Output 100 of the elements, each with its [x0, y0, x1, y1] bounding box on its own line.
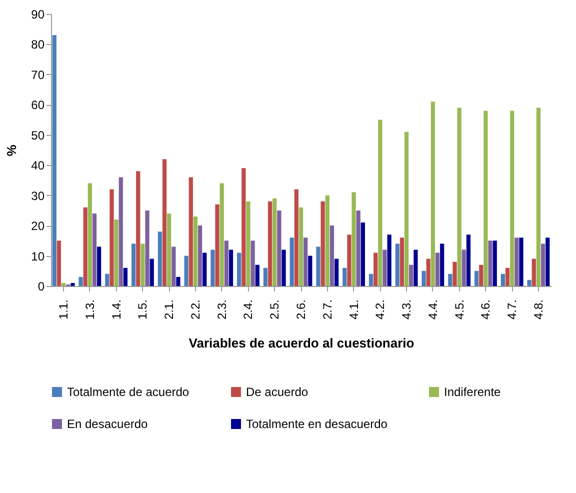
- bar: [360, 222, 365, 286]
- bar: [382, 250, 387, 286]
- bar: [167, 213, 172, 286]
- legend-label: De acuerdo: [246, 385, 308, 399]
- bar: [118, 177, 123, 286]
- bar: [532, 258, 536, 286]
- x-tick-label: 4.3.: [400, 300, 414, 320]
- bar: [193, 216, 198, 286]
- bar: [387, 234, 392, 286]
- bar: [440, 244, 444, 286]
- bar: [70, 282, 75, 286]
- x-tick-label: 1.3.: [82, 300, 97, 320]
- bar: [176, 276, 180, 286]
- y-tick-label: 30: [31, 188, 45, 203]
- bar: [298, 207, 304, 286]
- bar: [277, 210, 282, 286]
- bar: [316, 246, 320, 286]
- bar: [215, 204, 220, 286]
- bar: [162, 159, 167, 286]
- bar: [536, 108, 541, 286]
- bar: [426, 258, 430, 286]
- bar: [145, 210, 150, 286]
- bar: [368, 274, 374, 286]
- x-tick-label: 2.2.: [188, 300, 202, 320]
- bar: [435, 252, 440, 286]
- bar: [114, 220, 118, 286]
- x-tick-label: 4.1.: [346, 300, 361, 320]
- bar: [342, 268, 347, 286]
- x-tick-label: 2.3.: [214, 300, 229, 320]
- y-tick-label: 10: [31, 249, 45, 264]
- bar: [304, 238, 308, 286]
- x-tick-label: 2.5.: [268, 300, 282, 320]
- bar: [334, 258, 339, 286]
- bar: [97, 246, 102, 286]
- bar: [356, 210, 360, 286]
- bar: [466, 234, 471, 286]
- bar: [378, 120, 382, 286]
- bar: [505, 268, 510, 286]
- bar: [83, 207, 88, 286]
- x-tick-label: 4.7.: [505, 300, 520, 320]
- x-tick-label: 1.1.: [56, 300, 71, 320]
- legend-label: Indiferente: [444, 385, 502, 399]
- bar: [546, 238, 550, 286]
- bar: [202, 252, 207, 286]
- bar: [198, 226, 202, 286]
- bar: [228, 250, 234, 286]
- bar: [404, 132, 409, 286]
- bar: [308, 256, 312, 286]
- bar: [78, 276, 83, 286]
- bar: [479, 264, 484, 286]
- x-tick-label: 4.6.: [478, 300, 493, 320]
- x-tick-label: 4.2.: [373, 300, 388, 320]
- bar: [325, 195, 330, 286]
- bar: [188, 177, 193, 286]
- bar: [131, 244, 136, 286]
- bar: [246, 201, 250, 286]
- bar: [519, 238, 524, 286]
- legend-label: En desacuerdo: [67, 417, 148, 431]
- bar: [320, 201, 325, 286]
- bar: [52, 35, 56, 286]
- x-tick-label: 2.1.: [162, 300, 176, 320]
- legend-label: Totalmente en desacuerdo: [246, 417, 388, 431]
- x-tick-label: 1.5.: [136, 300, 150, 320]
- bar: [184, 256, 188, 286]
- bar: [268, 201, 272, 286]
- x-tick-label: 2.4.: [241, 300, 256, 320]
- bar: [462, 250, 466, 286]
- y-tick-label: 80: [31, 38, 45, 52]
- bar: [250, 240, 255, 286]
- bar: [395, 244, 400, 286]
- y-tick-label: 90: [31, 8, 45, 22]
- x-axis-title: Variables de acuerdo al cuestionario: [188, 336, 414, 351]
- bar: [290, 238, 294, 286]
- bar: [514, 238, 519, 286]
- bar: [510, 110, 514, 286]
- y-tick-label: 70: [31, 68, 45, 82]
- bar: [330, 226, 334, 286]
- bar: [61, 282, 66, 286]
- bar: [352, 192, 356, 286]
- x-tick-label: 2.6.: [294, 300, 308, 320]
- bar: [220, 183, 224, 286]
- bar: [210, 250, 215, 286]
- bar: [255, 264, 260, 286]
- bar: [237, 252, 242, 286]
- bar: [374, 252, 378, 286]
- bar: [448, 274, 452, 286]
- x-tick-label: 4.8.: [531, 300, 546, 320]
- bar: [500, 274, 505, 286]
- bar: [158, 232, 162, 286]
- bar: [224, 240, 228, 286]
- bar: [88, 183, 92, 286]
- bar: [452, 262, 457, 286]
- bar: [272, 198, 277, 286]
- bar: [414, 250, 418, 286]
- y-tick-label: 60: [31, 98, 45, 112]
- y-tick-label: 50: [31, 128, 45, 142]
- x-tick-label: 4.5.: [452, 300, 466, 320]
- bar: [488, 240, 492, 286]
- bar: [150, 258, 154, 286]
- bar: [136, 171, 140, 286]
